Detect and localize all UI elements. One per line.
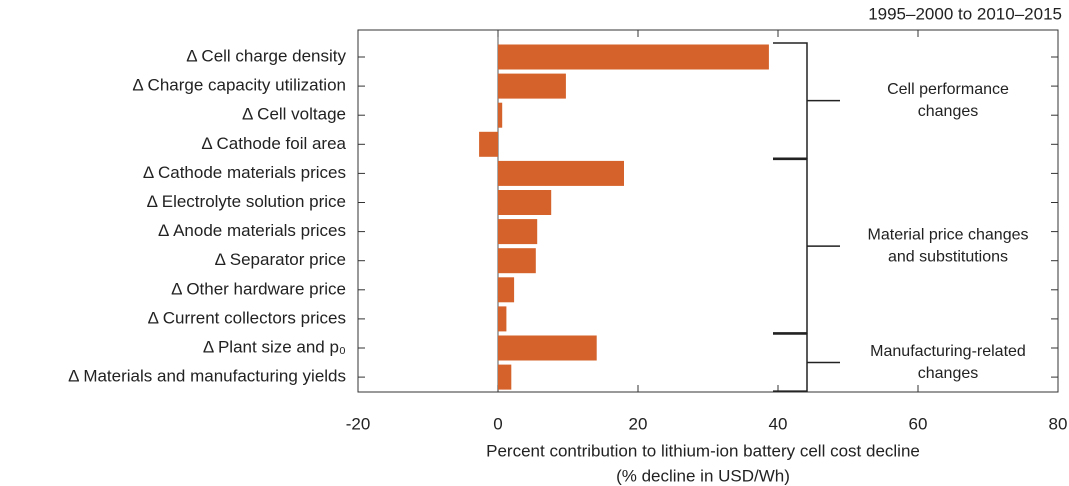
x-tick-label: -20 xyxy=(346,414,371,433)
group-label: and substitutions xyxy=(888,248,1008,265)
bar xyxy=(498,73,566,99)
y-tick-label: Δ Charge capacity utilization xyxy=(132,76,346,95)
group-label: Manufacturing-related xyxy=(870,343,1026,360)
y-tick-label: Δ Cathode foil area xyxy=(201,134,346,153)
bar xyxy=(498,277,515,303)
y-tick-label: Δ Current collectors prices xyxy=(148,308,346,327)
group-label: changes xyxy=(918,103,979,120)
y-tick-label: Δ Cell charge density xyxy=(186,46,346,65)
group-label: changes xyxy=(918,365,979,382)
bar xyxy=(479,131,498,157)
y-tick-label: Δ Cathode materials prices xyxy=(143,163,346,182)
y-tick-label: Δ Separator price xyxy=(215,250,346,269)
chart-title: 1995–2000 to 2010–2015 xyxy=(868,4,1062,23)
bar xyxy=(498,44,769,70)
bar xyxy=(498,364,512,390)
y-tick-label: Δ Electrolyte solution price xyxy=(147,192,346,211)
bar xyxy=(498,102,503,128)
bar xyxy=(498,160,624,186)
x-tick-label: 80 xyxy=(1049,414,1068,433)
x-tick-label: 0 xyxy=(493,414,502,433)
y-tick-label: Δ Anode materials prices xyxy=(158,221,346,240)
y-tick-label: Δ Cell voltage xyxy=(242,105,346,124)
plot-frame xyxy=(357,29,1059,393)
bar xyxy=(498,306,507,332)
x-tick-label: 40 xyxy=(769,414,788,433)
bar xyxy=(498,335,597,361)
bar xyxy=(498,248,536,274)
group-bracket xyxy=(773,158,840,334)
group-label: Cell performance xyxy=(887,81,1009,98)
group-bracket xyxy=(773,42,840,160)
group-label: Material price changes xyxy=(868,226,1029,243)
bar xyxy=(498,219,538,245)
group-bracket xyxy=(773,333,840,392)
y-tick-label: Δ Other hardware price xyxy=(171,279,346,298)
y-tick-label: Δ Materials and manufacturing yields xyxy=(68,367,346,386)
bar xyxy=(498,190,552,215)
y-tick-label: Δ Plant size and p₀ xyxy=(203,337,346,356)
x-tick-label: 20 xyxy=(629,414,648,433)
x-axis-label: (% decline in USD/Wh) xyxy=(616,466,790,485)
x-tick-label: 60 xyxy=(909,414,928,433)
x-axis-label: Percent contribution to lithium-ion batt… xyxy=(486,441,920,460)
